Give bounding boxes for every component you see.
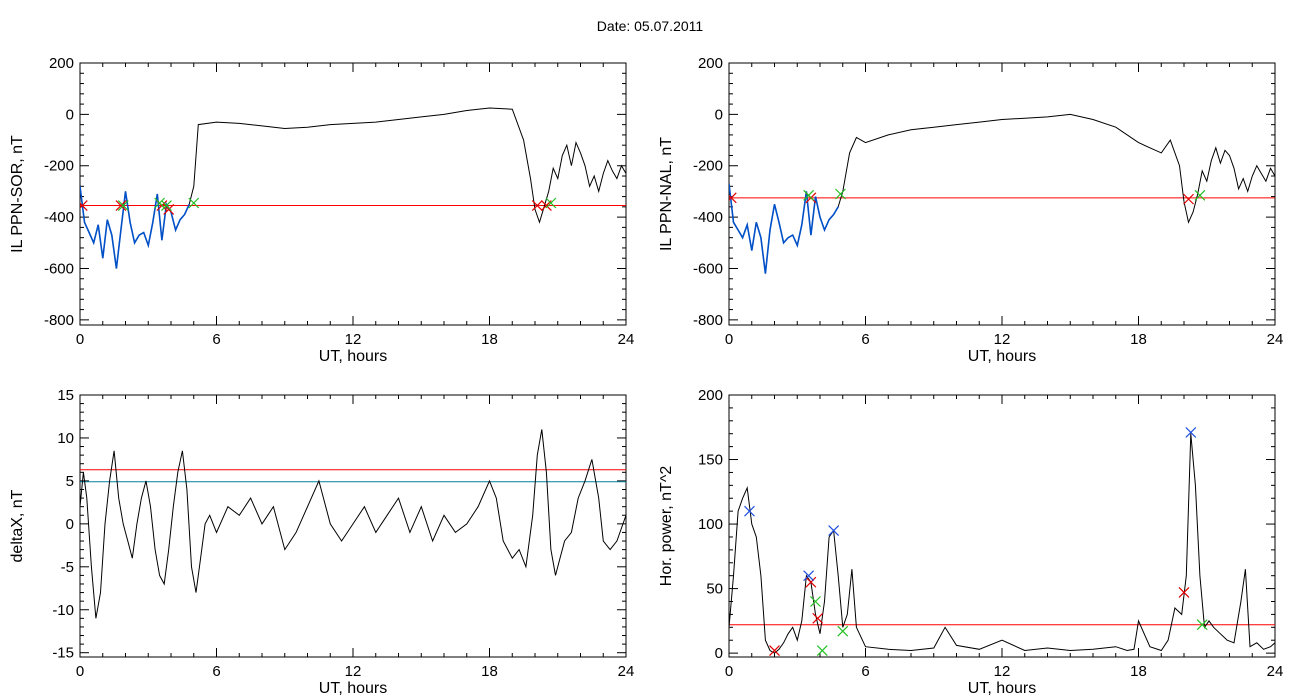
x-tick-label: 6: [861, 663, 869, 680]
x-tick-label: 12: [345, 663, 362, 680]
marker-red: [531, 200, 543, 211]
marker-green: [816, 645, 828, 656]
x-tick-label: 6: [212, 663, 220, 680]
marker-green: [154, 197, 166, 209]
x-tick-label: 18: [1130, 331, 1147, 348]
x-tick-label: 6: [212, 331, 220, 348]
marker-green: [1196, 619, 1208, 631]
x-tick-label: 24: [1267, 331, 1284, 348]
y-tick-label: -5: [61, 559, 74, 576]
marker-blue: [828, 525, 840, 536]
y-tick-label: 0: [66, 516, 74, 533]
y-tick-label: 200: [49, 55, 74, 72]
y-tick-label: -200: [44, 158, 74, 175]
y-tick-label: 0: [66, 106, 74, 123]
y-tick-label: 200: [698, 387, 723, 404]
y-tick-label: -800: [44, 312, 74, 329]
x-axis-label: UT, hours: [968, 680, 1036, 697]
y-tick-label: 100: [698, 516, 723, 533]
y-tick-label: -200: [693, 158, 723, 175]
y-tick-label: -600: [44, 260, 74, 277]
y-tick-label: 0: [715, 106, 723, 123]
y-tick-label: -800: [693, 312, 723, 329]
series-line: [729, 433, 1275, 654]
x-tick-label: 24: [1267, 663, 1284, 680]
panel-hor-power: 0 6 12 18 24 0 50 100 150 200 UT, hours Hor. power,…: [658, 387, 1283, 697]
marker-green: [117, 200, 129, 211]
marker-red: [729, 192, 737, 204]
marker-red: [1183, 193, 1194, 205]
series-highlight-line: [80, 186, 190, 269]
x-axis-label: UT, hours: [319, 348, 387, 365]
y-axis-label: IL PPN-SOR, nT: [9, 135, 26, 253]
marker-red: [812, 612, 824, 624]
x-tick-label: 0: [725, 663, 733, 680]
plot-area: [80, 107, 626, 269]
x-tick-label: 12: [994, 663, 1011, 680]
marker-green: [188, 197, 200, 209]
x-tick-label: 0: [76, 331, 84, 348]
marker-red: [80, 200, 88, 211]
y-tick-label: 200: [698, 55, 723, 72]
x-tick-label: 12: [994, 331, 1011, 348]
marker-blue: [803, 570, 815, 582]
marker-green: [837, 625, 849, 637]
x-axis-label: UT, hours: [319, 680, 387, 697]
panel-il-ppn-sor: 0 6 12 18 24 -800 -600 -400 -200 0 200 UT, hours IL …: [9, 55, 634, 365]
figure-title: Date: 05.07.2011: [596, 18, 704, 34]
y-tick-label: 0: [715, 645, 723, 662]
series-highlight-line: [729, 183, 839, 274]
y-tick-label: 10: [57, 430, 74, 447]
x-tick-label: 6: [861, 331, 869, 348]
marker-green: [1194, 189, 1206, 201]
plot-frame: [79, 62, 627, 326]
x-tick-label: 24: [618, 331, 635, 348]
marker-blue: [1185, 427, 1197, 438]
y-tick-label: -400: [44, 209, 74, 226]
marker-red: [1178, 587, 1190, 598]
x-tick-label: 24: [618, 663, 635, 680]
series-line: [80, 429, 626, 619]
x-tick-label: 0: [725, 331, 733, 348]
x-tick-label: 18: [481, 331, 498, 348]
x-tick-label: 18: [1130, 663, 1147, 680]
panel-delta-x: 0 6 12 18 24 -15 -10 -5 0 5 10 15 UT, hours deltaX, n…: [9, 387, 634, 697]
y-tick-label: 50: [706, 581, 723, 598]
marker-red: [769, 645, 780, 656]
x-tick-label: 0: [76, 663, 84, 680]
y-tick-label: 15: [57, 387, 74, 404]
series-line: [80, 107, 626, 269]
marker-red: [805, 576, 817, 588]
x-axis-label: UT, hours: [968, 348, 1036, 365]
y-axis-label: Hor. power, nT^2: [658, 466, 675, 587]
marker-red: [115, 200, 127, 211]
plot-frame: [79, 394, 627, 658]
plot-area: [80, 429, 626, 619]
marker-green: [161, 200, 172, 211]
y-tick-label: -400: [693, 209, 723, 226]
y-tick-label: 5: [66, 473, 74, 490]
marker-green: [545, 197, 557, 209]
marker-green: [810, 596, 821, 607]
x-tick-label: 12: [345, 331, 362, 348]
y-tick-label: -15: [52, 645, 74, 662]
marker-green: [803, 189, 815, 201]
y-tick-label: -10: [52, 602, 74, 619]
y-axis-label: IL PPN-NAL, nT: [658, 137, 675, 251]
panel-il-ppn-nal: 0 6 12 18 24 -800 -600 -400 -200 0 200 UT, hours IL …: [658, 55, 1283, 365]
plot-area: [729, 427, 1275, 656]
y-tick-label: 150: [698, 452, 723, 469]
x-tick-label: 18: [481, 663, 498, 680]
marker-blue: [744, 505, 755, 517]
plot-area: [729, 113, 1275, 274]
marker-green: [835, 188, 846, 200]
y-axis-label: deltaX, nT: [9, 489, 26, 562]
y-tick-label: -600: [693, 260, 723, 277]
